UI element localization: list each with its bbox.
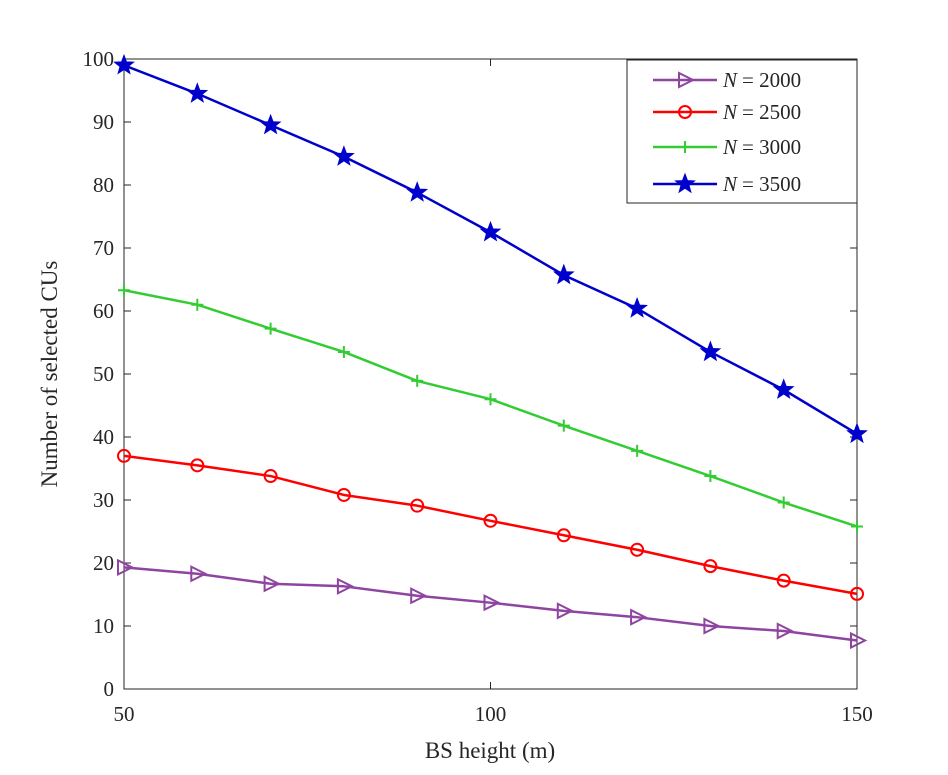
- y-tick-label: 30: [93, 488, 114, 512]
- data-point: [704, 470, 717, 483]
- legend-value: = 2000: [742, 68, 801, 92]
- data-point: [190, 565, 208, 583]
- data-point: [777, 496, 790, 509]
- x-axis-label: BS height (m): [425, 738, 555, 763]
- data-point: [851, 520, 863, 533]
- legend-label: N = 3000: [722, 135, 801, 159]
- legend-label: N = 3500: [722, 172, 801, 196]
- legend-item: N = 3500: [653, 172, 801, 196]
- data-point: [626, 297, 648, 318]
- series-layer: [113, 53, 868, 650]
- data-point: [118, 284, 130, 297]
- legend-value: = 3500: [742, 172, 801, 196]
- data-point: [703, 617, 721, 635]
- series-1: [117, 558, 868, 650]
- legend-item: N = 3000: [653, 135, 801, 159]
- data-point: [117, 448, 131, 463]
- data-point: [850, 631, 868, 650]
- data-point: [630, 542, 645, 557]
- legend-marker: [678, 71, 696, 89]
- x-tick-label: 150: [841, 702, 873, 726]
- legend-variable: N: [722, 172, 738, 196]
- data-point: [483, 513, 498, 528]
- data-point: [776, 622, 794, 640]
- series-line: [123, 566, 858, 642]
- legend-variable: N: [722, 135, 738, 159]
- data-point: [259, 113, 282, 135]
- legend-item: N = 2000: [653, 68, 801, 92]
- legend-variable: N: [722, 100, 738, 124]
- data-point: [336, 577, 355, 595]
- legend-item: N = 2500: [653, 100, 801, 124]
- data-point: [117, 558, 135, 577]
- data-point: [186, 82, 209, 103]
- x-tick-label: 50: [114, 702, 135, 726]
- legend-box: [626, 59, 858, 204]
- data-point: [703, 559, 718, 574]
- y-tick-label: 20: [93, 551, 114, 575]
- data-point: [190, 458, 205, 473]
- data-point: [337, 345, 350, 358]
- data-point: [557, 419, 570, 432]
- data-point: [699, 340, 722, 362]
- y-tick-label: 10: [93, 614, 114, 638]
- data-point: [333, 145, 355, 166]
- legend-marker: [674, 172, 696, 194]
- data-point: [336, 487, 351, 502]
- data-point: [191, 298, 204, 311]
- data-point: [264, 322, 277, 335]
- y-tick-label: 70: [93, 236, 114, 260]
- y-tick-label: 0: [104, 677, 115, 701]
- data-point: [410, 498, 425, 513]
- series-2: [117, 448, 864, 601]
- data-point: [772, 378, 795, 399]
- legend-label: N = 2000: [722, 68, 801, 92]
- data-point: [631, 444, 644, 457]
- data-point: [846, 422, 868, 444]
- data-point: [406, 181, 429, 202]
- legend-label: N = 2500: [722, 100, 801, 124]
- axis-ticks: 0 10 20 30 40 50 60 70 80 90 100 50 100 150: [83, 47, 873, 726]
- data-point: [850, 586, 864, 601]
- data-point: [411, 374, 424, 387]
- data-point: [113, 53, 135, 75]
- y-tick-label: 100: [83, 47, 115, 71]
- data-point: [552, 263, 575, 285]
- series-line: [123, 454, 858, 596]
- data-point: [263, 575, 281, 593]
- y-tick-label: 80: [93, 173, 114, 197]
- series-3: [118, 284, 863, 533]
- legend-value: = 3000: [742, 135, 801, 159]
- legend-marker: [678, 105, 692, 119]
- legend-value: = 2500: [742, 100, 801, 124]
- data-point: [630, 608, 648, 626]
- data-point: [410, 587, 428, 605]
- y-axis-label: Number of selected CUs: [37, 261, 62, 488]
- y-tick-label: 60: [93, 299, 114, 323]
- data-point: [776, 573, 791, 588]
- y-tick-label: 90: [93, 110, 114, 134]
- legend-variable: N: [722, 68, 738, 92]
- data-point: [483, 594, 501, 612]
- data-point: [263, 469, 278, 484]
- y-tick-label: 50: [93, 362, 114, 386]
- data-point: [484, 393, 497, 406]
- data-point: [479, 220, 502, 242]
- data-point: [556, 528, 571, 543]
- x-tick-label: 100: [475, 702, 507, 726]
- legend-marker: [679, 141, 691, 153]
- data-point: [556, 602, 575, 620]
- y-tick-label: 40: [93, 425, 114, 449]
- series-4: [113, 53, 868, 444]
